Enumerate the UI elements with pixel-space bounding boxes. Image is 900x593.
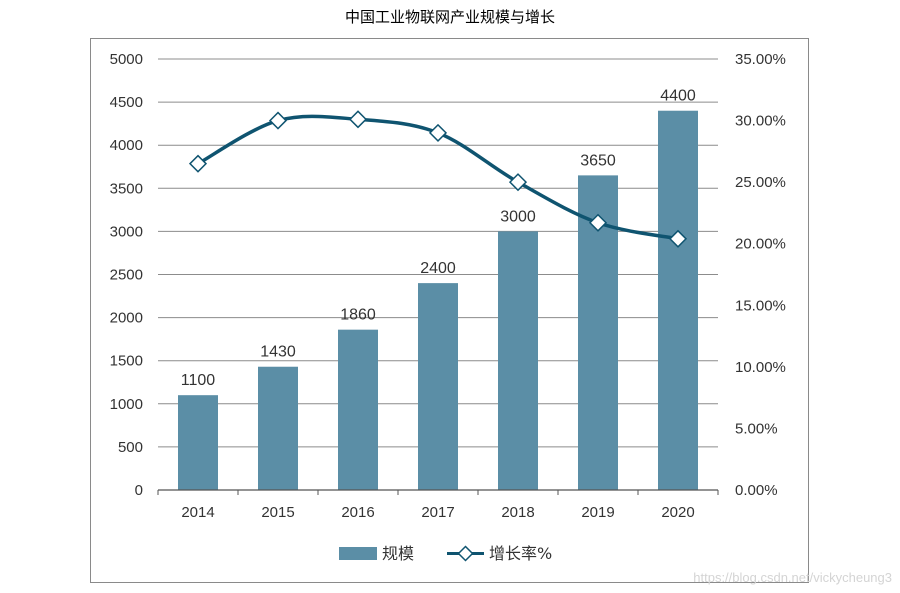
y-left-tick-label: 5000: [110, 51, 143, 68]
x-tick-label: 2018: [501, 504, 534, 521]
y-left-tick-label: 500: [118, 439, 143, 456]
y-right-tick-label: 25.00%: [735, 174, 786, 191]
x-tick-label: 2015: [261, 504, 294, 521]
y-right-tick-label: 30.00%: [735, 113, 786, 130]
y-right-tick-label: 0.00%: [735, 482, 778, 499]
watermark: https://blog.csdn.net/vickycheung3: [693, 570, 892, 585]
y-right-tick-label: 15.00%: [735, 297, 786, 314]
bar: [658, 110, 698, 490]
bar: [498, 231, 538, 490]
bars-layer: [178, 110, 698, 490]
bar: [178, 395, 218, 490]
growth-point-marker: [188, 154, 208, 173]
bar: [258, 366, 298, 490]
bar-labels-layer: 1100 1430 1860 2400 3000 3650 4400: [181, 88, 696, 389]
legend-swatch-bars: [339, 547, 377, 560]
y-left-tick-label: 2000: [110, 310, 143, 327]
y-right-tick-label: 10.00%: [735, 359, 786, 376]
legend-marker-diamond: [457, 545, 474, 562]
growth-point-marker: [588, 213, 608, 232]
bar-value-label: 1860: [340, 307, 376, 324]
bar-value-label: 4400: [660, 88, 696, 105]
y-left-tick-label: 0: [135, 482, 143, 499]
x-tick-label: 2019: [581, 504, 614, 521]
y-left-tick-label: 2500: [110, 267, 143, 284]
y-left-tick-label: 1500: [110, 353, 143, 370]
bar-value-label: 1430: [260, 344, 296, 361]
y-right-tick-label: 20.00%: [735, 236, 786, 253]
bar-value-label: 2400: [420, 260, 456, 277]
growth-point-marker: [428, 123, 448, 142]
x-tick-label: 2016: [341, 504, 374, 521]
y-left-tick-label: 4500: [110, 94, 143, 111]
x-tick-label: 2020: [661, 504, 694, 521]
axes-layer: 0 500 1000 1500 2000 2500 3000 3500 4000 4500 5000…: [110, 51, 786, 521]
legend: 规模 增长率%: [339, 544, 552, 563]
chart-title: 中国工业物联网产业规模与增长: [344, 8, 555, 26]
bar: [338, 329, 378, 490]
y-right-tick-label: 35.00%: [735, 51, 786, 68]
bar: [418, 283, 458, 490]
bar-value-label: 3650: [580, 152, 616, 169]
x-tick-label: 2014: [181, 504, 214, 521]
chart-frame: [90, 38, 809, 583]
y-right-tick-label: 5.00%: [735, 420, 778, 437]
y-left-tick-label: 1000: [110, 396, 143, 413]
x-tick-label: 2017: [421, 504, 454, 521]
growth-line-layer: [188, 110, 688, 248]
growth-point-marker: [348, 110, 368, 129]
y-left-tick-label: 4000: [110, 137, 143, 154]
legend-label-line: 增长率%: [489, 544, 552, 563]
y-left-tick-label: 3000: [110, 223, 143, 240]
bar-value-label: 1100: [181, 372, 216, 389]
growth-point-marker: [508, 173, 528, 192]
legend-label-bars: 规模: [382, 544, 414, 563]
growth-point-marker: [268, 111, 288, 130]
y-left-tick-label: 3500: [110, 180, 143, 197]
growth-point-marker: [668, 229, 688, 248]
bar-value-label: 3000: [500, 208, 536, 225]
